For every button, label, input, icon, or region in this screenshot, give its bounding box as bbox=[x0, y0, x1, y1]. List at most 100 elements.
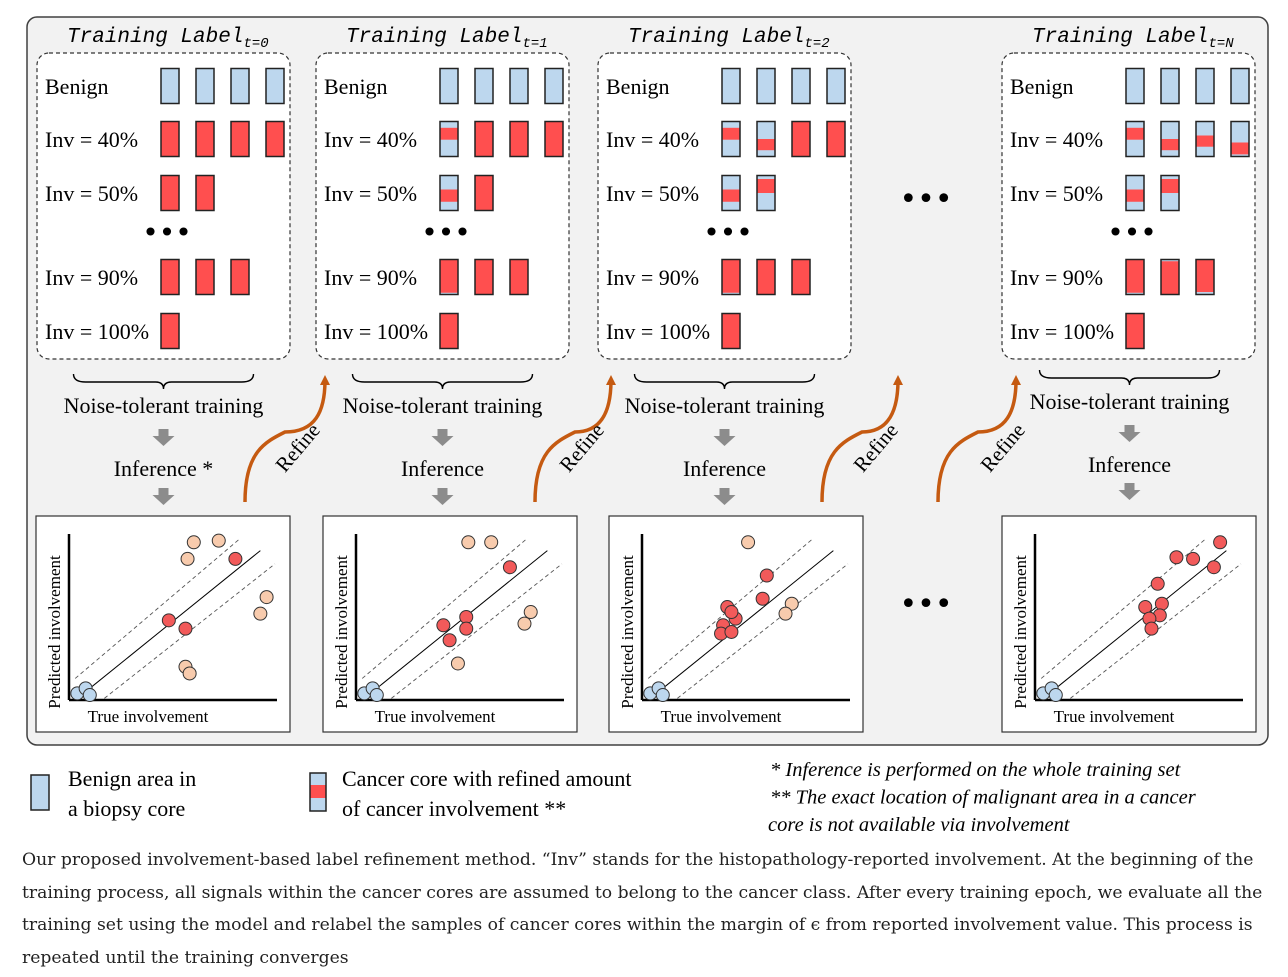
cancer-segment bbox=[1126, 189, 1144, 202]
benign-core bbox=[439, 67, 459, 105]
brace bbox=[633, 373, 816, 390]
cancer-point bbox=[1206, 560, 1221, 575]
cancer-fill bbox=[826, 120, 846, 158]
cancer-core bbox=[160, 258, 180, 296]
cancer-point bbox=[1150, 576, 1165, 591]
benign-fill bbox=[791, 67, 811, 105]
cancer-fill bbox=[230, 120, 250, 158]
benign-core bbox=[509, 67, 529, 105]
cancer-fill bbox=[509, 120, 529, 158]
panel-title-text: Training Label bbox=[1032, 26, 1208, 49]
core-outline bbox=[1125, 258, 1145, 296]
noisy-point bbox=[259, 590, 274, 605]
figure-caption: Our proposed involvement-based label ref… bbox=[22, 850, 1263, 968]
cancer-segment bbox=[1126, 259, 1144, 293]
cancer-fill bbox=[1125, 312, 1145, 350]
brace bbox=[72, 373, 255, 390]
cancer-point bbox=[459, 610, 474, 624]
cancer-core bbox=[509, 258, 529, 296]
margin-line-lower bbox=[391, 563, 563, 699]
cancer-core bbox=[265, 120, 285, 158]
cancer-point bbox=[755, 591, 770, 606]
legend-benign-text: a biopsy core bbox=[68, 796, 185, 821]
cancer-core bbox=[544, 120, 564, 158]
benign-core bbox=[230, 67, 250, 105]
core-outline bbox=[756, 120, 776, 158]
margin-line-upper bbox=[74, 538, 240, 679]
cancer-segment bbox=[1161, 261, 1179, 295]
cancer-fill bbox=[195, 258, 215, 296]
noisy-point bbox=[741, 535, 756, 550]
cancer-core bbox=[195, 258, 215, 296]
core-outline bbox=[721, 174, 741, 212]
down-arrow-icon bbox=[713, 488, 736, 505]
row-ellipsis: ••• bbox=[421, 216, 471, 249]
benign-core bbox=[826, 67, 846, 105]
inference-label: Inference bbox=[1088, 452, 1171, 477]
x-axis-label: True involvement bbox=[375, 707, 496, 726]
core-outline bbox=[439, 174, 459, 212]
cancer-core bbox=[756, 258, 776, 296]
cancer-core bbox=[1160, 258, 1180, 296]
noise-tolerant-label: Noise-tolerant training bbox=[64, 393, 264, 418]
panel-title: Training Labelt=2 bbox=[628, 26, 830, 52]
cancer-core bbox=[1125, 258, 1145, 296]
benign-point bbox=[369, 688, 384, 703]
cancer-core bbox=[721, 120, 741, 158]
benign-point bbox=[1048, 688, 1063, 703]
cancer-fill bbox=[721, 312, 741, 350]
row-label: Inv = 50% bbox=[45, 181, 138, 206]
panel-title: Training Labelt=1 bbox=[346, 26, 548, 52]
noise-tolerant-label: Noise-tolerant training bbox=[625, 393, 825, 418]
cancer-point bbox=[1138, 600, 1153, 615]
cancer-core bbox=[230, 120, 250, 158]
noisy-point bbox=[211, 533, 226, 548]
legend-cancer-text: of cancer involvement ** bbox=[342, 796, 566, 821]
inference-label: Inference * bbox=[114, 456, 214, 481]
cancer-core bbox=[1125, 120, 1145, 158]
row-label: Benign bbox=[606, 74, 670, 99]
identity-line bbox=[1051, 550, 1227, 693]
noisy-point bbox=[517, 616, 532, 631]
noisy-point bbox=[186, 535, 201, 550]
row-label: Inv = 100% bbox=[45, 319, 149, 344]
cancer-point bbox=[1154, 596, 1169, 611]
benign-fill bbox=[1230, 67, 1250, 105]
cancer-fill bbox=[195, 174, 215, 212]
cancer-core bbox=[474, 174, 494, 212]
core-outline bbox=[1125, 120, 1145, 158]
core-outline bbox=[756, 174, 776, 212]
cancer-core bbox=[160, 120, 180, 158]
inference-label: Inference bbox=[683, 456, 766, 481]
panel-3: Training Labelt=N Benign Inv = 40% Inv = 50… bbox=[1001, 26, 1257, 733]
noise-tolerant-label: Noise-tolerant training bbox=[343, 393, 543, 418]
benign-point bbox=[82, 688, 97, 703]
benign-fill bbox=[509, 67, 529, 105]
core-outline bbox=[1160, 258, 1180, 296]
legend-cancer: Cancer core with refined amount of cancer… bbox=[309, 766, 632, 821]
row-label: Inv = 50% bbox=[324, 181, 417, 206]
panel-ellipsis: ••• bbox=[899, 182, 952, 217]
cancer-fill bbox=[160, 174, 180, 212]
cancer-core bbox=[439, 312, 459, 350]
cancer-point bbox=[759, 568, 774, 583]
plot-ellipsis: ••• bbox=[899, 587, 952, 622]
cancer-core bbox=[439, 120, 459, 158]
benign-core bbox=[1195, 67, 1215, 105]
legend-benign: Benign area in a biopsy core bbox=[30, 766, 196, 821]
refine-arrow-icon bbox=[820, 375, 903, 503]
refine-arrow-icon bbox=[243, 375, 330, 503]
benign-core bbox=[195, 67, 215, 105]
noisy-point bbox=[182, 666, 197, 681]
cancer-core bbox=[826, 120, 846, 158]
core-outline bbox=[1230, 120, 1250, 158]
core-outline bbox=[1195, 120, 1215, 158]
cancer-core bbox=[1160, 174, 1180, 212]
cancer-segment bbox=[722, 259, 740, 293]
benign-fill bbox=[721, 67, 741, 105]
cancer-core bbox=[230, 258, 250, 296]
benign-core bbox=[474, 67, 494, 105]
noisy-point bbox=[784, 596, 799, 611]
benign-core bbox=[756, 67, 776, 105]
